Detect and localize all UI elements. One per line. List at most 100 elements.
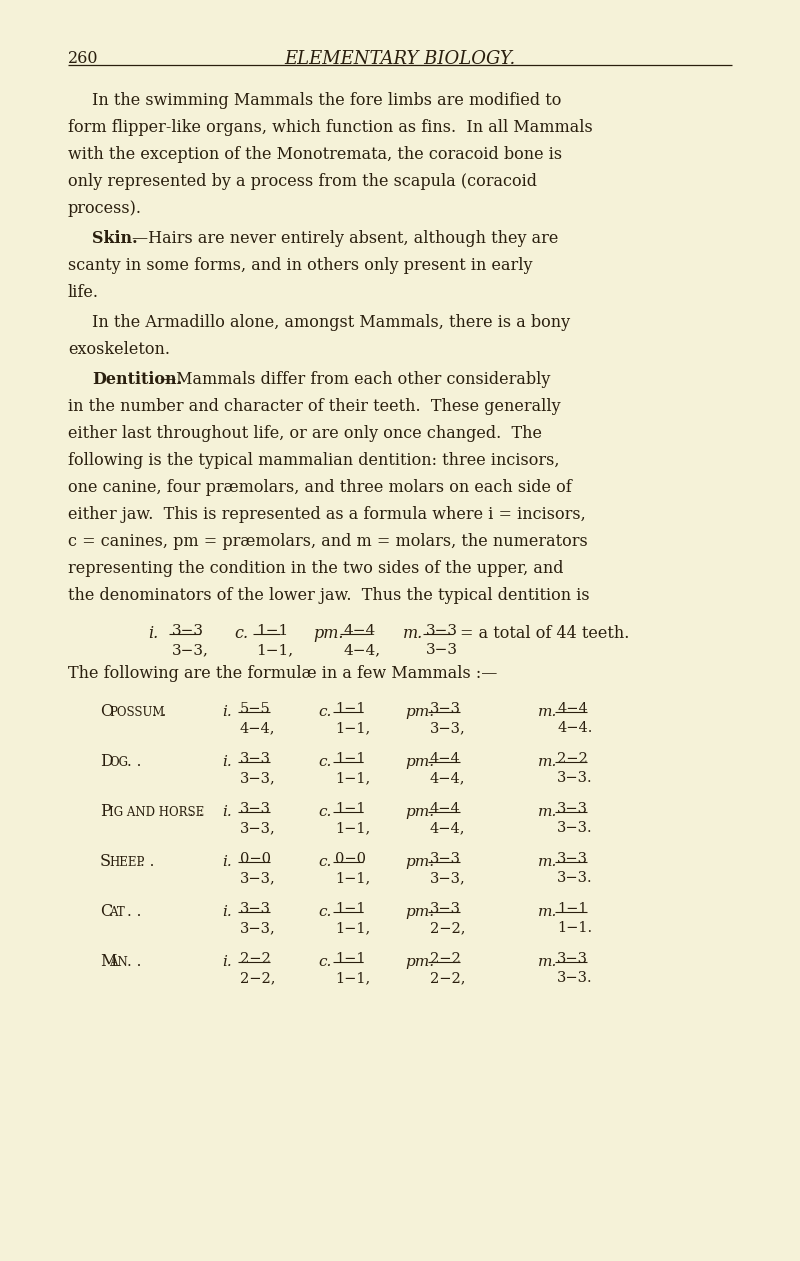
- Text: one canine, four præmolars, and three molars on each side of: one canine, four præmolars, and three mo…: [68, 479, 572, 496]
- Text: exoskeleton.: exoskeleton.: [68, 340, 170, 358]
- Text: m.: m.: [538, 905, 558, 919]
- Text: c.: c.: [318, 905, 331, 919]
- Text: i.: i.: [222, 755, 232, 769]
- Text: 2−2,: 2−2,: [240, 971, 275, 985]
- Text: 3−3.: 3−3.: [557, 821, 593, 835]
- Text: D: D: [100, 754, 113, 770]
- Text: 3−3.: 3−3.: [557, 971, 593, 985]
- Text: 0−0: 0−0: [335, 852, 366, 866]
- Text: . .: . .: [152, 705, 166, 719]
- Text: 4−4,: 4−4,: [343, 643, 380, 657]
- Text: i.: i.: [148, 625, 158, 643]
- Text: 3−3,: 3−3,: [240, 871, 276, 885]
- Text: c.: c.: [318, 805, 331, 818]
- Text: 3−3,: 3−3,: [240, 821, 276, 835]
- Text: 4−4,: 4−4,: [240, 721, 275, 735]
- Text: following is the typical mammalian dentition: three incisors,: following is the typical mammalian denti…: [68, 451, 559, 469]
- Text: 3−3,: 3−3,: [172, 643, 209, 657]
- Text: m.: m.: [538, 955, 558, 968]
- Text: 3−3: 3−3: [240, 752, 271, 765]
- Text: in the number and character of their teeth.  These generally: in the number and character of their tee…: [68, 398, 561, 415]
- Text: Skin.: Skin.: [92, 230, 138, 247]
- Text: M: M: [100, 953, 116, 971]
- Text: pm.: pm.: [313, 625, 343, 643]
- Text: In the swimming Mammals the fore limbs are modified to: In the swimming Mammals the fore limbs a…: [92, 92, 562, 108]
- Text: c = canines, pm = præmolars, and m = molars, the numerators: c = canines, pm = præmolars, and m = mol…: [68, 533, 588, 550]
- Text: 1−1,: 1−1,: [335, 871, 370, 885]
- Text: 260: 260: [68, 50, 98, 67]
- Text: m.: m.: [538, 705, 558, 719]
- Text: c.: c.: [234, 625, 248, 643]
- Text: either jaw.  This is represented as a formula where i = incisors,: either jaw. This is represented as a for…: [68, 506, 586, 523]
- Text: 3−3: 3−3: [426, 643, 458, 657]
- Text: i.: i.: [222, 805, 232, 818]
- Text: 4−4: 4−4: [430, 802, 461, 816]
- Text: ELEMENTARY BIOLOGY.: ELEMENTARY BIOLOGY.: [284, 50, 516, 68]
- Text: 4−4.: 4−4.: [557, 721, 592, 735]
- Text: pm.: pm.: [405, 955, 434, 968]
- Text: 2−2,: 2−2,: [430, 971, 466, 985]
- Text: pm.: pm.: [405, 855, 434, 869]
- Text: 1−1,: 1−1,: [335, 971, 370, 985]
- Text: S: S: [100, 854, 111, 870]
- Text: 4−4: 4−4: [343, 624, 375, 638]
- Text: pm.: pm.: [405, 905, 434, 919]
- Text: —Mammals differ from each other considerably: —Mammals differ from each other consider…: [160, 371, 550, 388]
- Text: OG: OG: [109, 755, 128, 768]
- Text: 1−1: 1−1: [335, 802, 366, 816]
- Text: m.: m.: [403, 625, 423, 643]
- Text: 3−3: 3−3: [557, 952, 588, 966]
- Text: 3−3: 3−3: [172, 624, 204, 638]
- Text: 1−1: 1−1: [557, 902, 587, 915]
- Text: 4−4,: 4−4,: [430, 821, 466, 835]
- Text: HEEP: HEEP: [109, 855, 144, 869]
- Text: pm.: pm.: [405, 805, 434, 818]
- Text: = a total of 44 teeth.: = a total of 44 teeth.: [460, 625, 630, 643]
- Text: AN: AN: [109, 956, 128, 968]
- Text: 4−4: 4−4: [557, 702, 588, 716]
- Text: 1−1,: 1−1,: [335, 821, 370, 835]
- Text: 3−3: 3−3: [426, 624, 458, 638]
- Text: 1−1.: 1−1.: [557, 921, 592, 934]
- Text: . .: . .: [127, 955, 142, 968]
- Text: 4−4,: 4−4,: [430, 770, 466, 786]
- Text: scanty in some forms, and in others only present in early: scanty in some forms, and in others only…: [68, 257, 533, 274]
- Text: 1−1: 1−1: [335, 752, 366, 765]
- Text: 1−1,: 1−1,: [335, 921, 370, 934]
- Text: the denominators of the lower jaw.  Thus the typical dentition is: the denominators of the lower jaw. Thus …: [68, 588, 590, 604]
- Text: . .: . .: [140, 855, 154, 869]
- Text: POSSUM: POSSUM: [109, 705, 165, 719]
- Text: 0−0: 0−0: [240, 852, 271, 866]
- Text: i.: i.: [222, 955, 232, 968]
- Text: only represented by a process from the scapula (coracoid: only represented by a process from the s…: [68, 173, 537, 190]
- Text: representing the condition in the two sides of the upper, and: representing the condition in the two si…: [68, 560, 563, 578]
- Text: 1−1,: 1−1,: [335, 770, 370, 786]
- Text: . .: . .: [127, 755, 142, 769]
- Text: Dentition.: Dentition.: [92, 371, 182, 388]
- Text: 1−1: 1−1: [335, 702, 366, 716]
- Text: 1−1,: 1−1,: [335, 721, 370, 735]
- Text: either last throughout life, or are only once changed.  The: either last throughout life, or are only…: [68, 425, 542, 443]
- Text: 3−3: 3−3: [430, 902, 461, 915]
- Text: c.: c.: [318, 705, 331, 719]
- Text: 1−1,: 1−1,: [256, 643, 293, 657]
- Text: 2−2: 2−2: [557, 752, 588, 765]
- Text: —Hairs are never entirely absent, although they are: —Hairs are never entirely absent, althou…: [132, 230, 558, 247]
- Text: 4−4: 4−4: [430, 752, 461, 765]
- Text: 2−2: 2−2: [240, 952, 270, 966]
- Text: m.: m.: [538, 855, 558, 869]
- Text: 1−1: 1−1: [335, 952, 366, 966]
- Text: 3−3.: 3−3.: [557, 871, 593, 885]
- Text: life.: life.: [68, 284, 99, 301]
- Text: 5−5: 5−5: [240, 702, 270, 716]
- Text: 3−3: 3−3: [240, 802, 271, 816]
- Text: 2−2,: 2−2,: [430, 921, 466, 934]
- Text: 1−1: 1−1: [335, 902, 366, 915]
- Text: m.: m.: [538, 755, 558, 769]
- Text: AT: AT: [109, 905, 125, 918]
- Text: 3−3: 3−3: [557, 852, 588, 866]
- Text: . .: . .: [127, 905, 142, 919]
- Text: form flipper-like organs, which function as fins.  In all Mammals: form flipper-like organs, which function…: [68, 119, 593, 136]
- Text: . .: . .: [190, 805, 204, 818]
- Text: 3−3.: 3−3.: [557, 770, 593, 786]
